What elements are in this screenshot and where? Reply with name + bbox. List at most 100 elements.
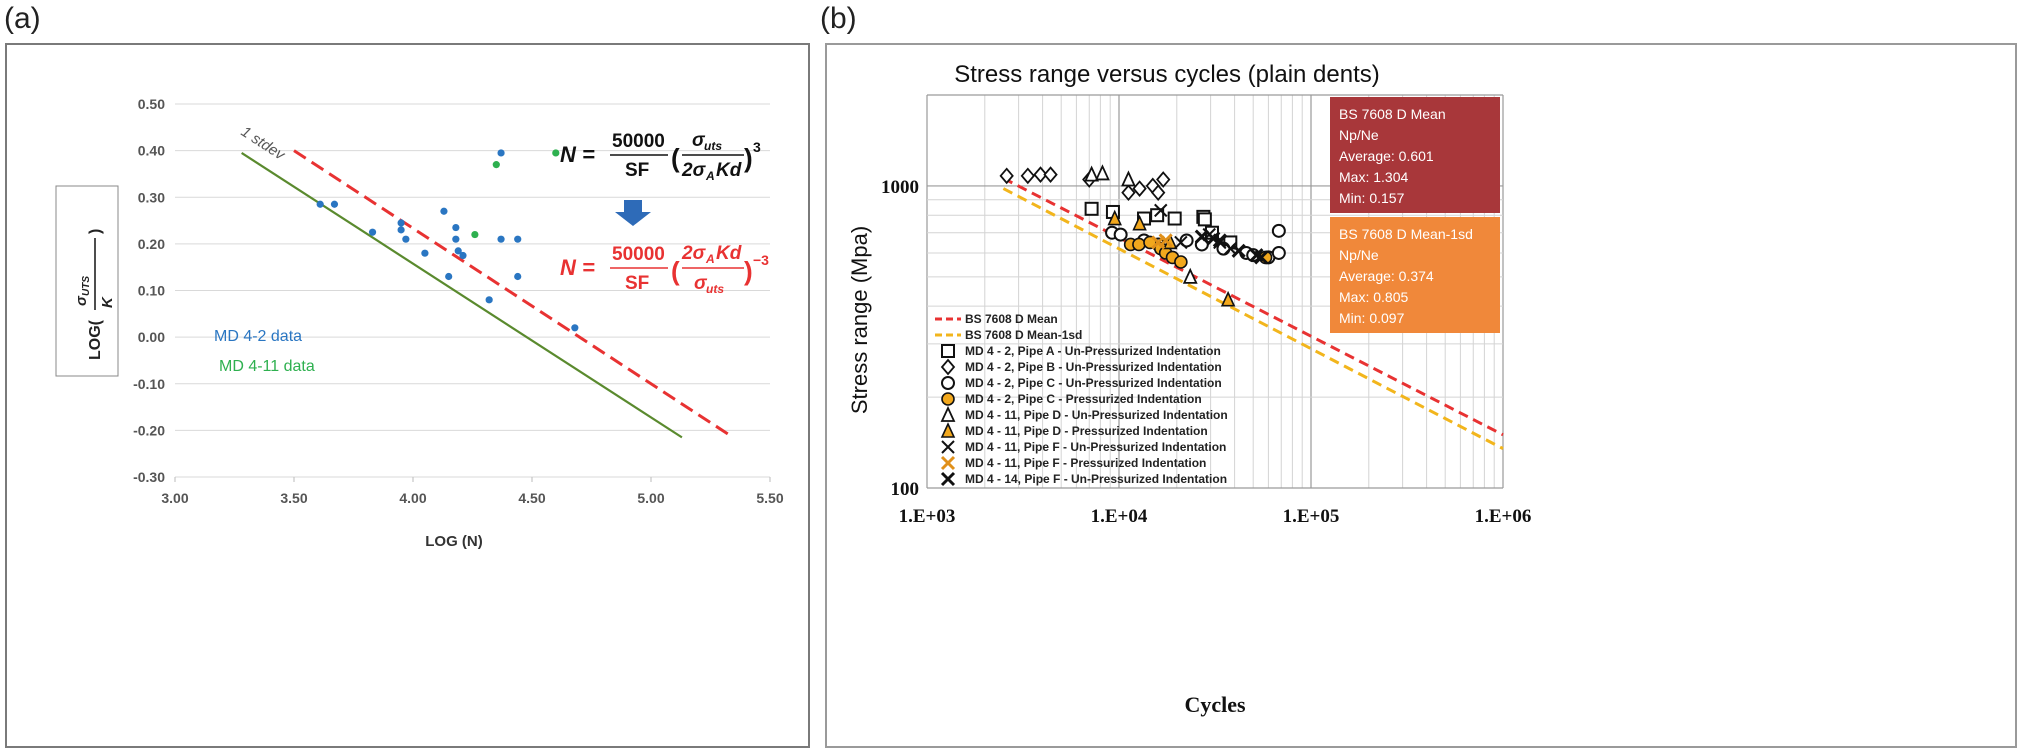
- eq1-fnum: σ: [692, 130, 706, 151]
- eq1-lhs: N =: [560, 142, 595, 167]
- a-line-1-stdev: [241, 152, 683, 439]
- eq2-fnum-tail: Kd: [716, 243, 742, 264]
- b-point-s0: [1197, 212, 1212, 227]
- legend-s5: MD 4 - 11, Pipe D - Pressurized Indentat…: [965, 424, 1208, 438]
- a-point-md42: [397, 219, 405, 227]
- b-xtick-label: 1.E+03: [899, 506, 956, 527]
- chart-a-ylabel: LOG( σ UTS K 2σ ): [55, 185, 119, 377]
- eq1-fden-tail: Kd: [716, 160, 742, 181]
- a-line-mean: [293, 149, 731, 437]
- eq2-exp: −3: [753, 252, 769, 268]
- a-point-md42: [452, 223, 460, 232]
- a-xtick-label: 4.00: [399, 490, 426, 506]
- a-point-md42: [368, 228, 377, 236]
- b-point-s8: [1231, 243, 1246, 258]
- b-line-BS-7608-D-Mean: [1002, 176, 1504, 437]
- a-ytick-label: 0.30: [138, 189, 165, 205]
- info-box-1sd-line2: Average: 0.374: [1339, 268, 1434, 284]
- info-box-1sd-title: BS 7608 D Mean-1sd: [1339, 226, 1473, 242]
- eq2-num: 50000: [612, 244, 665, 265]
- a-xtick-label: 3.00: [161, 490, 188, 506]
- chart-b-xlabel: Cycles: [1184, 692, 1246, 717]
- b-point-s8: [1212, 233, 1227, 248]
- chart-a: 0.50 0.40 0.30 0.20 0.10 0.00 -0.10 -0.20 -0.30 3…: [5, 43, 810, 748]
- b-point-s4: [1095, 164, 1110, 181]
- a-point-md42: [421, 249, 429, 257]
- a-point-md42: [485, 296, 493, 304]
- a-ylabel-den: K: [99, 296, 116, 308]
- b-point-s8: [1194, 229, 1209, 244]
- eq1-fnum-sub: uts: [704, 139, 722, 153]
- a-point-md411: [492, 161, 500, 169]
- legend-s2: MD 4 - 2, Pipe C - Un-Pressurized Indent…: [965, 376, 1222, 390]
- eq1-den: SF: [625, 160, 649, 181]
- eq2-fden: σ: [694, 273, 708, 294]
- a-ylabel-num-sub: UTS: [81, 276, 92, 296]
- panel-b-label: (b): [820, 2, 857, 35]
- b-point-s5: [1132, 214, 1147, 231]
- eq1-exp: 3: [753, 139, 761, 155]
- b-point-s5: [1220, 290, 1236, 307]
- eq2-lhs: N =: [560, 255, 595, 280]
- b-point-s4: [1121, 170, 1136, 187]
- a-point-md42: [454, 247, 462, 255]
- legend-marker-s4: [940, 405, 956, 422]
- chart-b-legend: BS 7608 D Mean BS 7608 D Mean-1sd MD 4 -…: [935, 312, 1228, 487]
- eq2-fnum-sub: A: [705, 252, 715, 266]
- legend-marker-s3: [941, 392, 955, 406]
- chart-b-ylabel: Stress range (Mpa): [847, 226, 872, 414]
- b-point-s2: [1179, 233, 1194, 248]
- legend-marker-s2: [941, 376, 955, 390]
- b-point-s1: [1033, 166, 1048, 184]
- b-point-s1: [1043, 166, 1058, 184]
- b-point-s1: [999, 167, 1014, 185]
- a-ytick-label: -0.20: [133, 422, 165, 438]
- legend-s3: MD 4 - 2, Pipe C - Pressurized Indentati…: [965, 392, 1202, 406]
- a-point-md42: [514, 272, 522, 281]
- legend-s8: MD 4 - 14, Pipe F - Un-Pressurized Inden…: [965, 472, 1227, 486]
- b-point-s4: [1084, 165, 1100, 182]
- info-box-1sd-line4: Min: 0.097: [1339, 310, 1405, 326]
- chart-b-title: Stress range versus cycles (plain dents): [954, 61, 1380, 88]
- eq1-num: 50000: [612, 131, 665, 152]
- a-ytick-label: -0.30: [133, 469, 165, 485]
- info-box-mean-line4: Min: 0.157: [1339, 190, 1405, 206]
- legend-s0: MD 4 - 2, Pipe A - Un-Pressurized Indent…: [965, 344, 1221, 358]
- legend-marker-s7: [940, 455, 956, 471]
- a-point-md42: [316, 200, 324, 208]
- info-box-mean-line1: Np/Ne: [1339, 127, 1379, 143]
- eq1-fden-sub: A: [705, 169, 715, 183]
- a-point-md42: [440, 207, 448, 215]
- b-point-s1: [1156, 171, 1171, 188]
- b-ytick-label: 100: [891, 479, 920, 500]
- a-ylabel-close: ): [87, 229, 104, 234]
- legend-marker-s5: [940, 422, 956, 438]
- info-box-mean-line3: Max: 1.304: [1339, 169, 1408, 185]
- b-xtick-label: 1.E+05: [1283, 506, 1340, 527]
- a-point-md42: [402, 235, 410, 243]
- legend-s7: MD 4 - 11, Pipe F - Pressurized Indentat…: [965, 456, 1206, 470]
- a-xtick-label: 3.50: [280, 490, 307, 506]
- legend-s1: MD 4 - 2, Pipe B - Un-Pressurized Indent…: [965, 360, 1222, 374]
- a-ytick-label: 0.00: [138, 329, 165, 345]
- chart-a-frame: [5, 43, 810, 748]
- b-point-s0: [1084, 201, 1099, 216]
- a-point-md42: [497, 235, 505, 243]
- b-point-s3: [1143, 235, 1157, 250]
- eq1-rparen: ): [744, 143, 753, 173]
- b-point-s2: [1271, 223, 1286, 238]
- eq2-den: SF: [625, 273, 649, 294]
- b-point-s1: [1151, 184, 1166, 202]
- a-ylabel-log: LOG(: [87, 319, 104, 360]
- legend-s4: MD 4 - 11, Pipe D - Un-Pressurized Inden…: [965, 408, 1228, 422]
- a-point-md42: [571, 324, 579, 332]
- a-xtick-label: 5.00: [637, 490, 664, 506]
- info-box-mean-1sd: BS 7608 D Mean-1sd Np/Ne Average: 0.374 …: [1330, 217, 1500, 333]
- a-point-md42: [497, 149, 505, 157]
- b-point-s2: [1113, 227, 1128, 242]
- chart-a-xlabel: LOG (N): [425, 533, 483, 550]
- a-equation-2: N = 50000 SF ( 2σ A Kd σ uts ) −3: [560, 243, 769, 296]
- a-point-md42: [514, 235, 522, 243]
- a-ytick-label: 0.20: [138, 236, 165, 252]
- a-point-md42: [445, 272, 453, 281]
